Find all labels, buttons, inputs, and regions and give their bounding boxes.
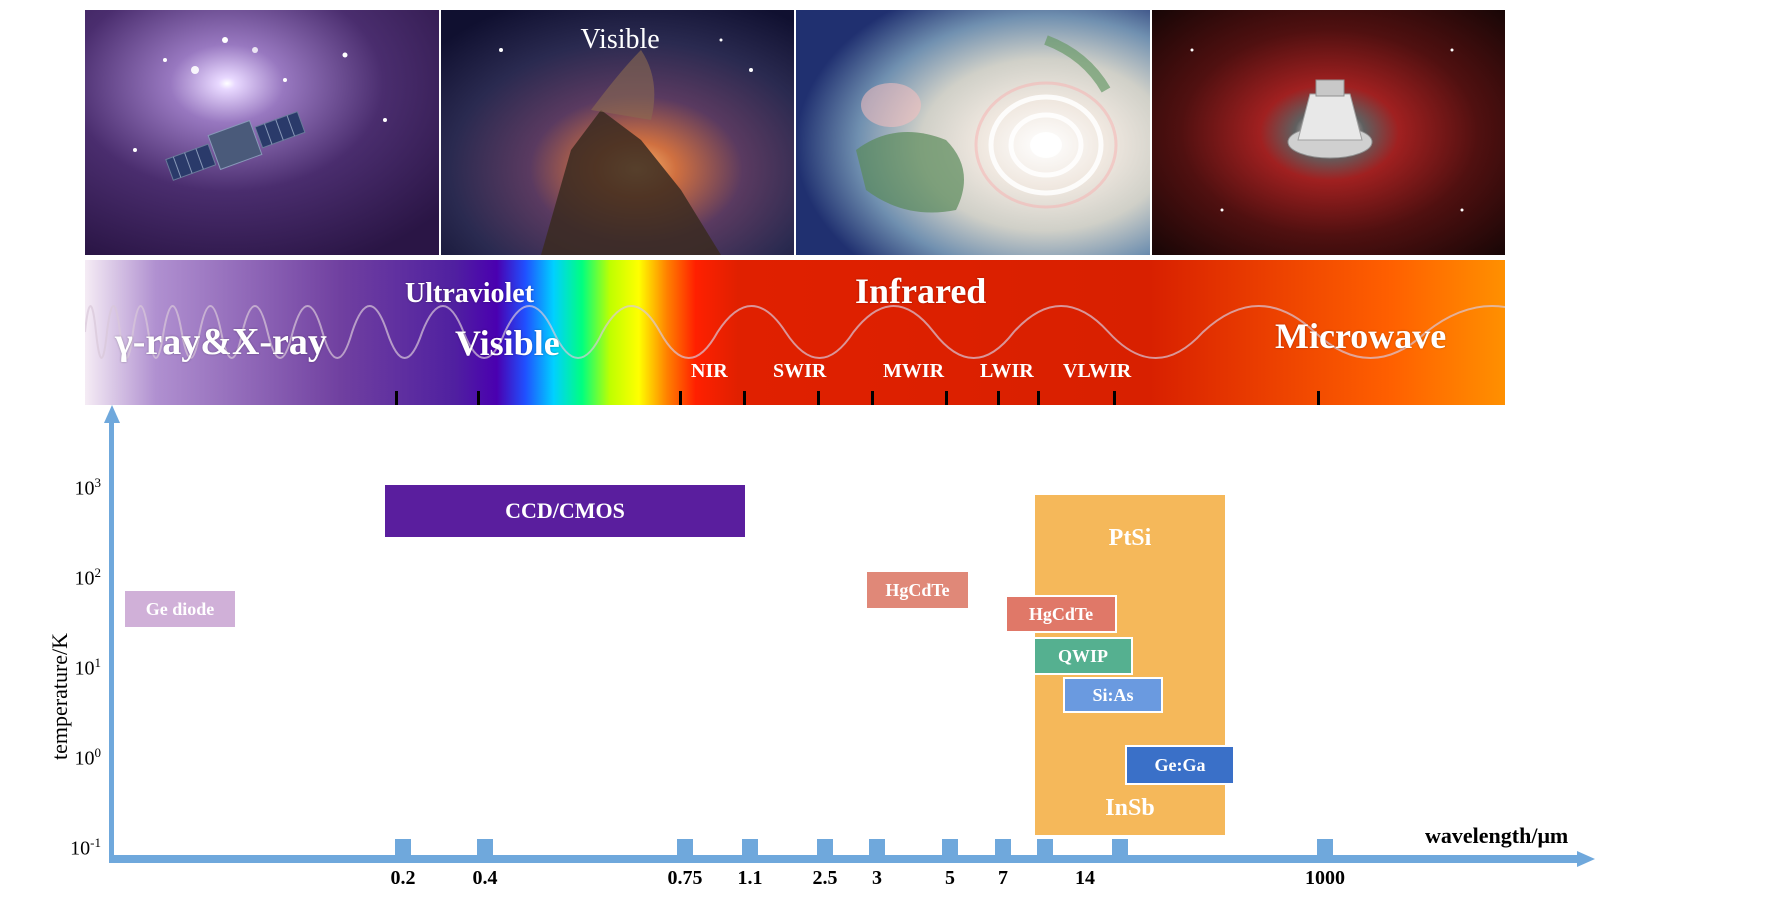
example-image-row: Visible bbox=[85, 10, 1505, 255]
example-image-microwave bbox=[1152, 10, 1506, 255]
xtick-label: 0.2 bbox=[391, 867, 416, 890]
ytick-label: 102 bbox=[51, 565, 101, 591]
spectrum-tick bbox=[945, 391, 948, 405]
xtick-marker bbox=[869, 839, 885, 857]
y-axis bbox=[109, 420, 114, 860]
xtick-marker bbox=[817, 839, 833, 857]
xtick-label: 14 bbox=[1075, 867, 1095, 890]
xtick-marker bbox=[1037, 839, 1053, 857]
x-axis-arrow bbox=[1577, 851, 1595, 867]
ytick-label: 103 bbox=[51, 475, 101, 501]
xtick-marker bbox=[477, 839, 493, 857]
ir-sublabel-nir: NIR bbox=[691, 360, 728, 383]
ir-sublabel-mwir: MWIR bbox=[883, 360, 944, 383]
xtick-marker bbox=[942, 839, 958, 857]
detector-label-top: PtSi bbox=[1035, 525, 1225, 552]
xtick-label: 0.4 bbox=[473, 867, 498, 890]
y-axis-arrow bbox=[104, 405, 120, 423]
ir-sublabel-swir: SWIR bbox=[773, 360, 826, 383]
xtick-marker bbox=[677, 839, 693, 857]
xtick-label: 7 bbox=[998, 867, 1008, 890]
xtick-label: 1000 bbox=[1305, 867, 1345, 890]
spectrum-label-visible: Visible bbox=[455, 322, 560, 364]
detector-si-as: Si:As bbox=[1063, 677, 1163, 713]
spectrum-tick bbox=[1113, 391, 1116, 405]
xtick-marker bbox=[742, 839, 758, 857]
xtick-marker bbox=[995, 839, 1011, 857]
spectrum-tick bbox=[1037, 391, 1040, 405]
example-image-gamma bbox=[85, 10, 439, 255]
xtick-label: 5 bbox=[945, 867, 955, 890]
xtick-marker bbox=[1112, 839, 1128, 857]
ir-sublabel-vlwir: VLWIR bbox=[1063, 360, 1131, 383]
spectrum-band: γ-ray&X-ray Ultraviolet Visible Infrared Mic… bbox=[85, 260, 1505, 405]
detector-label-bottom: InSb bbox=[1035, 795, 1225, 822]
xtick-label: 3 bbox=[872, 867, 882, 890]
spectrum-label-microwave: Microwave bbox=[1275, 315, 1446, 357]
spectrum-label-infrared: Infrared bbox=[855, 270, 986, 312]
spectrum-tick bbox=[997, 391, 1000, 405]
spectrum-tick bbox=[743, 391, 746, 405]
spectrum-tick bbox=[871, 391, 874, 405]
spectrum-label--ray-x-ray: γ-ray&X-ray bbox=[115, 320, 327, 364]
detector-ccd-cmos: CCD/CMOS bbox=[385, 485, 745, 537]
y-axis-label: temperature/K bbox=[47, 633, 73, 760]
detector-qwip: QWIP bbox=[1033, 637, 1133, 675]
spectrum-tick bbox=[477, 391, 480, 405]
ir-sublabel-lwir: LWIR bbox=[980, 360, 1034, 383]
visible-overlay-label: Visible bbox=[581, 24, 660, 56]
spectrum-label-ultraviolet: Ultraviolet bbox=[405, 278, 534, 310]
spectrum-tick bbox=[679, 391, 682, 405]
xtick-label: 0.75 bbox=[668, 867, 703, 890]
detector-hgcdte: HgCdTe bbox=[865, 570, 970, 610]
ytick-label: 101 bbox=[51, 655, 101, 681]
spectrum-tick bbox=[817, 391, 820, 405]
spectrum-tick bbox=[395, 391, 398, 405]
example-image-infrared bbox=[796, 10, 1150, 255]
detector-ge-ga: Ge:Ga bbox=[1125, 745, 1235, 785]
example-image-visible: Visible bbox=[441, 10, 795, 255]
xtick-label: 1.1 bbox=[738, 867, 763, 890]
detector-hgcdte: HgCdTe bbox=[1005, 595, 1117, 633]
ytick-label: 10-1 bbox=[51, 835, 101, 861]
ytick-label: 100 bbox=[51, 745, 101, 771]
spectrum-tick bbox=[1317, 391, 1320, 405]
xtick-label: 2.5 bbox=[813, 867, 838, 890]
x-axis-label: wavelength/μm bbox=[1425, 823, 1568, 849]
xtick-marker bbox=[1317, 839, 1333, 857]
x-axis bbox=[109, 855, 1579, 863]
detector-ge-diode: Ge diode bbox=[125, 591, 235, 627]
xtick-marker bbox=[395, 839, 411, 857]
detector-chart: temperature/K wavelength/μm 10-110010110… bbox=[85, 415, 1605, 885]
